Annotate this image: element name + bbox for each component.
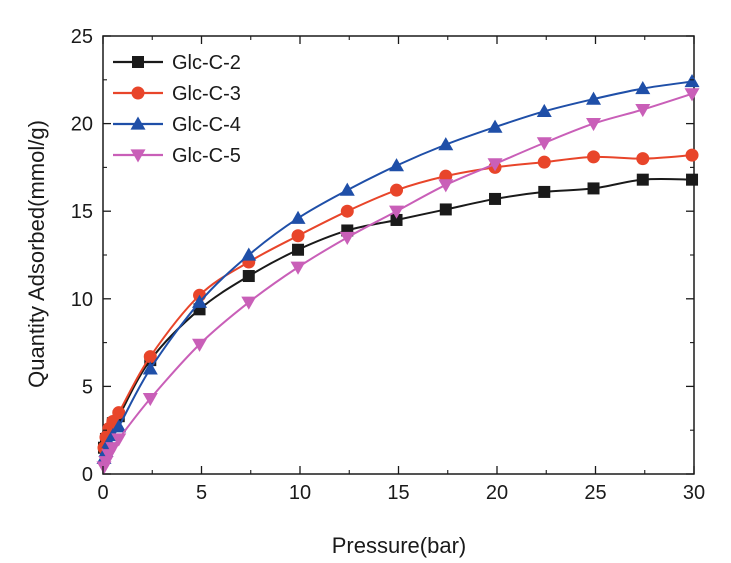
data-point-glc-c-4 (290, 210, 306, 224)
series-glc-c-5 (96, 88, 700, 475)
y-tick-label: 10 (71, 289, 93, 311)
data-point-glc-c-4 (339, 182, 355, 196)
legend-entry-glc-c-4: Glc-C-4 (113, 114, 241, 136)
data-point-glc-c-2 (686, 173, 699, 186)
data-point-glc-c-4 (389, 158, 405, 172)
data-point-glc-c-4 (192, 294, 208, 308)
plot-area (96, 35, 700, 475)
data-point-glc-c-3 (112, 406, 126, 420)
x-tick-label: 20 (486, 482, 508, 504)
data-point-glc-c-2 (390, 213, 403, 226)
series-line-glc-c-4 (103, 80, 693, 459)
data-point-glc-c-3 (390, 183, 404, 197)
data-point-glc-c-2 (439, 203, 452, 216)
legend-label-glc-c-5: Glc-C-5 (172, 145, 241, 167)
x-axis-title: Pressure(bar) (332, 533, 466, 558)
x-tick-label: 25 (584, 482, 606, 504)
legend-label-glc-c-2: Glc-C-2 (172, 52, 241, 74)
x-tick-label: 0 (97, 482, 108, 504)
data-point-glc-c-3 (636, 152, 650, 166)
legend-entry-glc-c-3: Glc-C-3 (113, 83, 241, 105)
series-glc-c-3 (97, 148, 699, 455)
data-point-glc-c-5 (635, 103, 651, 118)
data-point-glc-c-3 (291, 229, 305, 243)
legend-marker-glc-c-4 (130, 116, 146, 130)
data-point-glc-c-3 (143, 350, 157, 364)
data-point-glc-c-5 (339, 231, 355, 245)
x-tick-label: 10 (289, 482, 311, 504)
y-axis-title: Quantity Adsorbed(mmol/g) (24, 120, 49, 388)
data-point-glc-c-4 (635, 81, 651, 95)
legend-label-glc-c-4: Glc-C-4 (172, 114, 241, 136)
data-point-glc-c-2 (636, 173, 649, 186)
data-point-glc-c-5 (142, 393, 158, 407)
x-tick-label: 5 (196, 482, 207, 504)
data-point-glc-c-4 (142, 361, 158, 375)
y-tick-label: 15 (71, 201, 93, 223)
data-point-glc-c-4 (536, 103, 552, 117)
legend: Glc-C-2 Glc-C-3 Glc-C-4 Glc-C-5 (113, 52, 241, 167)
data-point-glc-c-4 (487, 119, 503, 133)
data-point-glc-c-2 (489, 192, 502, 205)
y-tick-label: 0 (82, 464, 93, 486)
y-tick-label: 5 (82, 376, 93, 398)
data-point-glc-c-4 (586, 91, 602, 105)
data-point-glc-c-5 (389, 205, 405, 219)
data-point-glc-c-5 (192, 338, 208, 352)
series-line-glc-c-3 (102, 154, 693, 448)
x-axis-ticks: 0 5 10 15 20 25 30 (97, 36, 705, 504)
x-tick-label: 15 (387, 482, 409, 504)
data-point-glc-c-5 (536, 137, 552, 151)
x-tick-label: 30 (683, 482, 705, 504)
data-point-glc-c-4 (684, 74, 700, 88)
data-point-glc-c-4 (111, 419, 127, 433)
legend-marker-glc-c-5 (130, 149, 146, 163)
data-point-glc-c-5 (111, 433, 127, 447)
legend-entry-glc-c-2: Glc-C-2 (113, 52, 241, 74)
data-point-glc-c-5 (105, 442, 121, 456)
data-point-glc-c-2 (538, 185, 551, 198)
data-point-glc-c-5 (241, 296, 257, 310)
data-point-glc-c-3 (340, 204, 354, 218)
data-point-glc-c-2 (242, 270, 255, 283)
legend-marker-glc-c-3 (131, 86, 145, 100)
data-point-glc-c-2 (587, 182, 600, 195)
data-point-glc-c-5 (290, 261, 306, 275)
data-point-glc-c-4 (438, 137, 454, 151)
y-tick-label: 20 (71, 114, 93, 136)
data-point-glc-c-3 (685, 148, 699, 162)
data-point-glc-c-5 (684, 88, 700, 102)
data-point-glc-c-3 (537, 155, 551, 169)
legend-entry-glc-c-5: Glc-C-5 (113, 145, 241, 167)
y-tick-label: 25 (71, 26, 93, 48)
data-point-glc-c-5 (487, 158, 503, 172)
data-point-glc-c-4 (241, 247, 257, 261)
data-point-glc-c-3 (587, 150, 601, 164)
legend-marker-glc-c-2 (132, 56, 144, 68)
data-point-glc-c-5 (586, 117, 602, 132)
legend-label-glc-c-3: Glc-C-3 (172, 83, 241, 105)
y-axis-ticks: 0 5 10 15 20 25 (71, 26, 694, 486)
data-point-glc-c-5 (438, 179, 454, 193)
data-point-glc-c-2 (292, 243, 305, 256)
